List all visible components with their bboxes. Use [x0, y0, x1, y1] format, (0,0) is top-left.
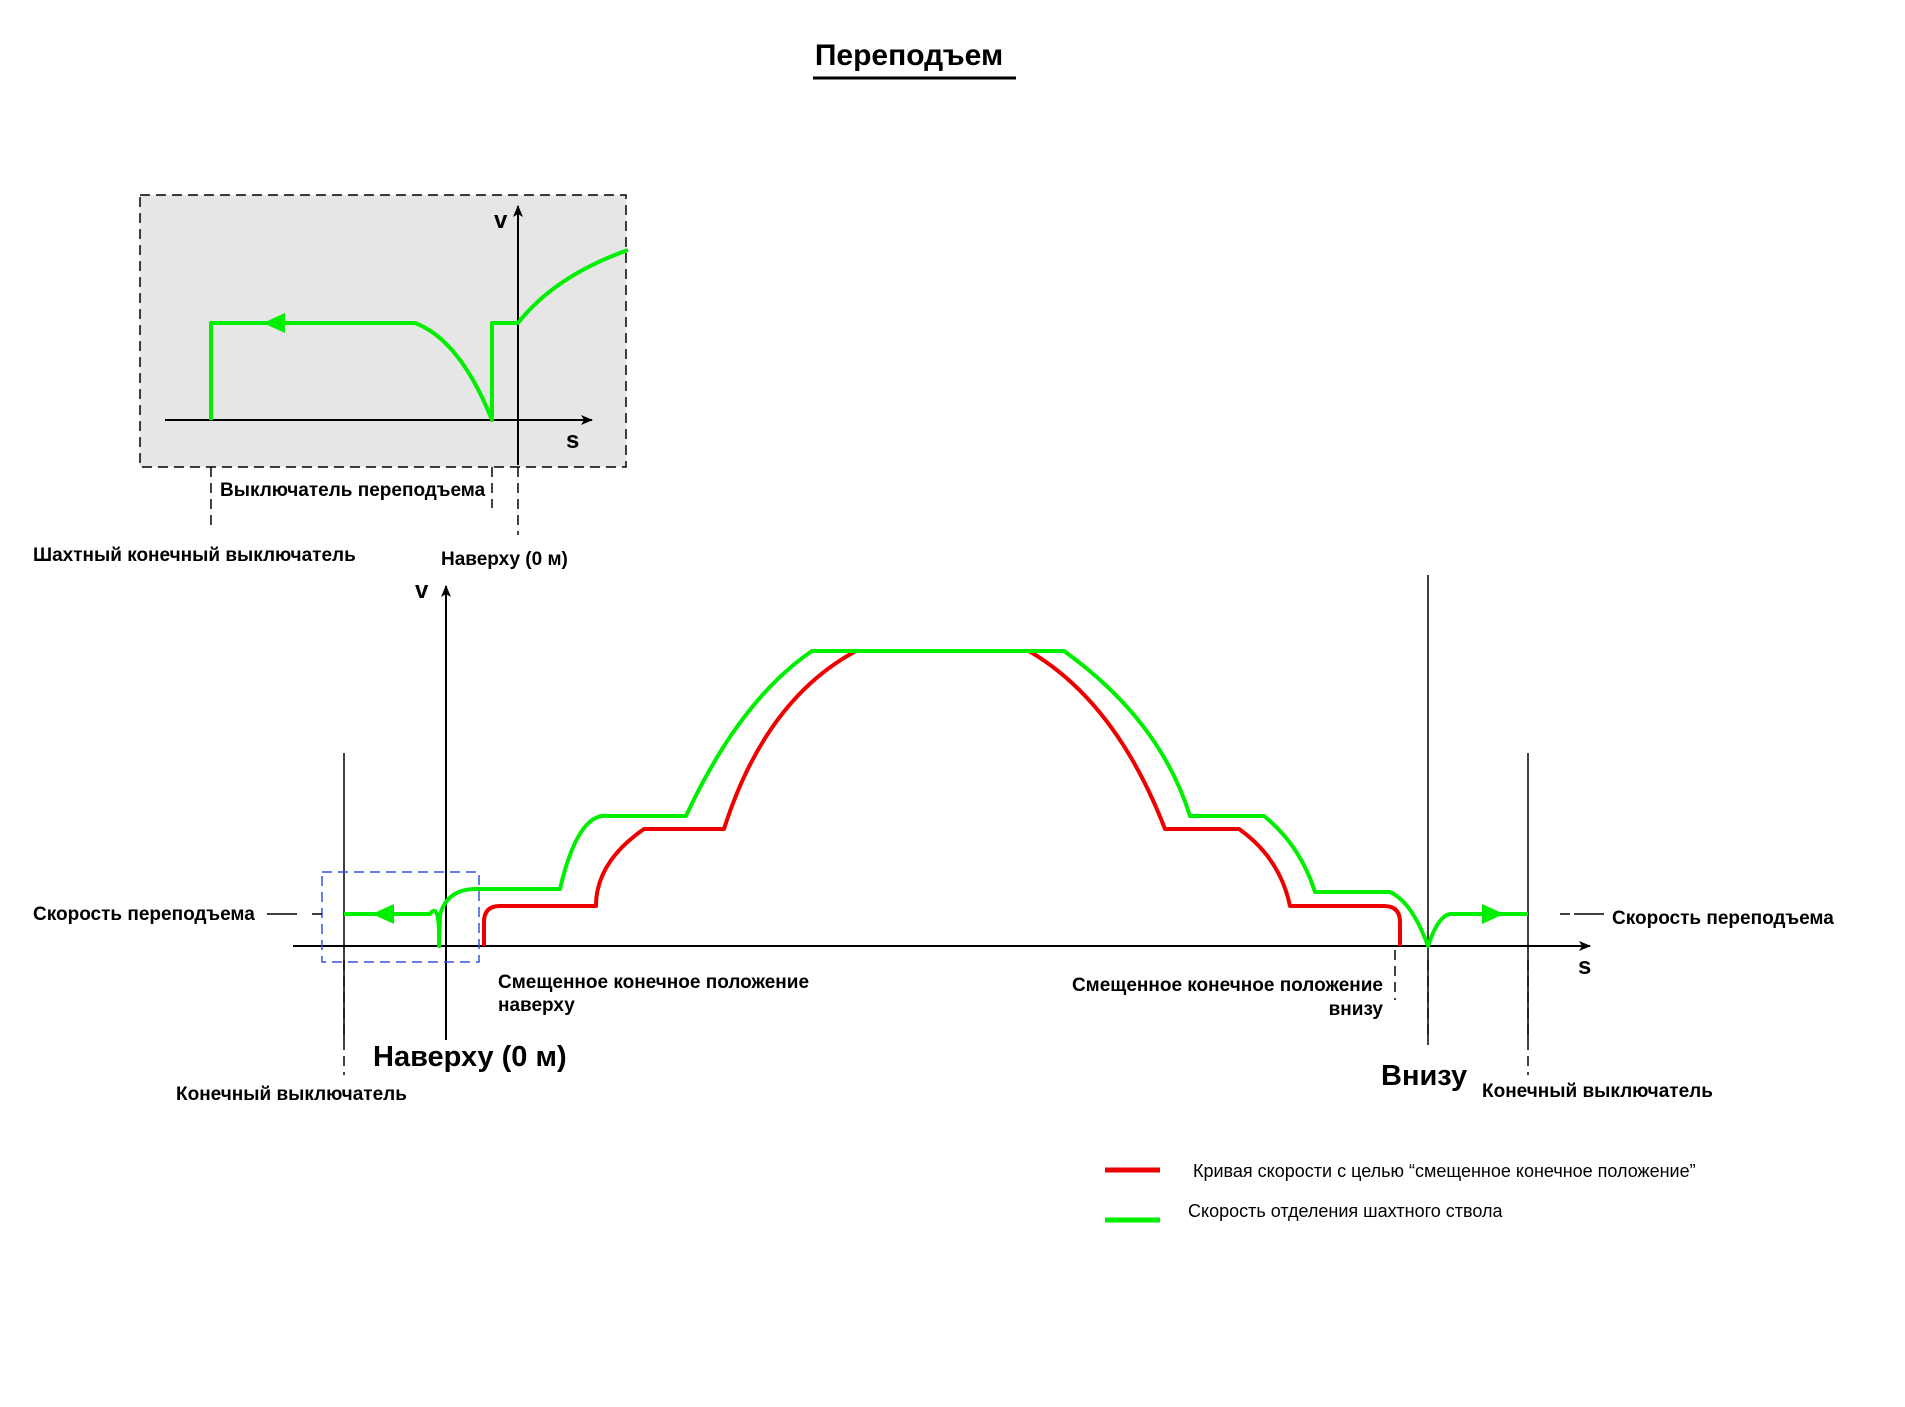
- main-v-axis-label: v: [415, 577, 429, 604]
- offset-end-position-speed-curve: [482, 649, 1402, 946]
- direction-arrow-right: [1482, 904, 1504, 924]
- legend-label-red: Кривая скорости с целью “смещенное конеч…: [1193, 1161, 1696, 1181]
- inset-panel: v s Выключатель переподъема Шахтный коне…: [33, 194, 629, 570]
- direction-arrow-left: [372, 904, 394, 924]
- inset-s-axis-label: s: [566, 427, 579, 454]
- label-limit-switch-left: Конечный выключатель: [176, 1084, 407, 1105]
- legend-label-green: Скорость отделения шахтного ствола: [1188, 1201, 1504, 1221]
- main-s-axis-label: s: [1578, 953, 1591, 980]
- label-overtravel-speed-left: Скорость переподъема: [33, 904, 255, 925]
- label-limit-switch-right: Конечный выключатель: [1482, 1081, 1713, 1102]
- label-bottom-position: Внизу: [1381, 1060, 1467, 1092]
- label-offset-bottom-line1: Смещенное конечное положение: [1072, 975, 1383, 996]
- page-title: Переподъем: [815, 39, 1003, 72]
- label-offset-top-line1: Смещенное конечное положение: [498, 972, 809, 993]
- inset-shaft-speed-curve: [209, 248, 629, 422]
- label-offset-top-line2: наверху: [498, 995, 575, 1016]
- label-shaft-limit-switch: Шахтный конечный выключатель: [33, 545, 356, 566]
- legend: Кривая скорости с целью “смещенное конеч…: [1105, 1161, 1696, 1223]
- label-overtravel-speed-right: Скорость переподъема: [1612, 908, 1834, 929]
- inset-direction-arrow-left: [263, 313, 285, 333]
- zoom-selection-box: [321, 871, 480, 963]
- shaft-separation-speed-curve: [344, 649, 1528, 948]
- inset-frame: [139, 194, 627, 468]
- label-inset-top: Наверху (0 м): [441, 549, 568, 570]
- label-offset-bottom-line2: внизу: [1329, 999, 1384, 1020]
- inset-v-axis-label: v: [494, 207, 508, 234]
- label-overtravel-switch: Выключатель переподъема: [220, 480, 486, 501]
- main-diagram: v s Скорость переподъема Скорость перепо…: [33, 575, 1834, 1105]
- label-top-position: Наверху (0 м): [373, 1041, 567, 1073]
